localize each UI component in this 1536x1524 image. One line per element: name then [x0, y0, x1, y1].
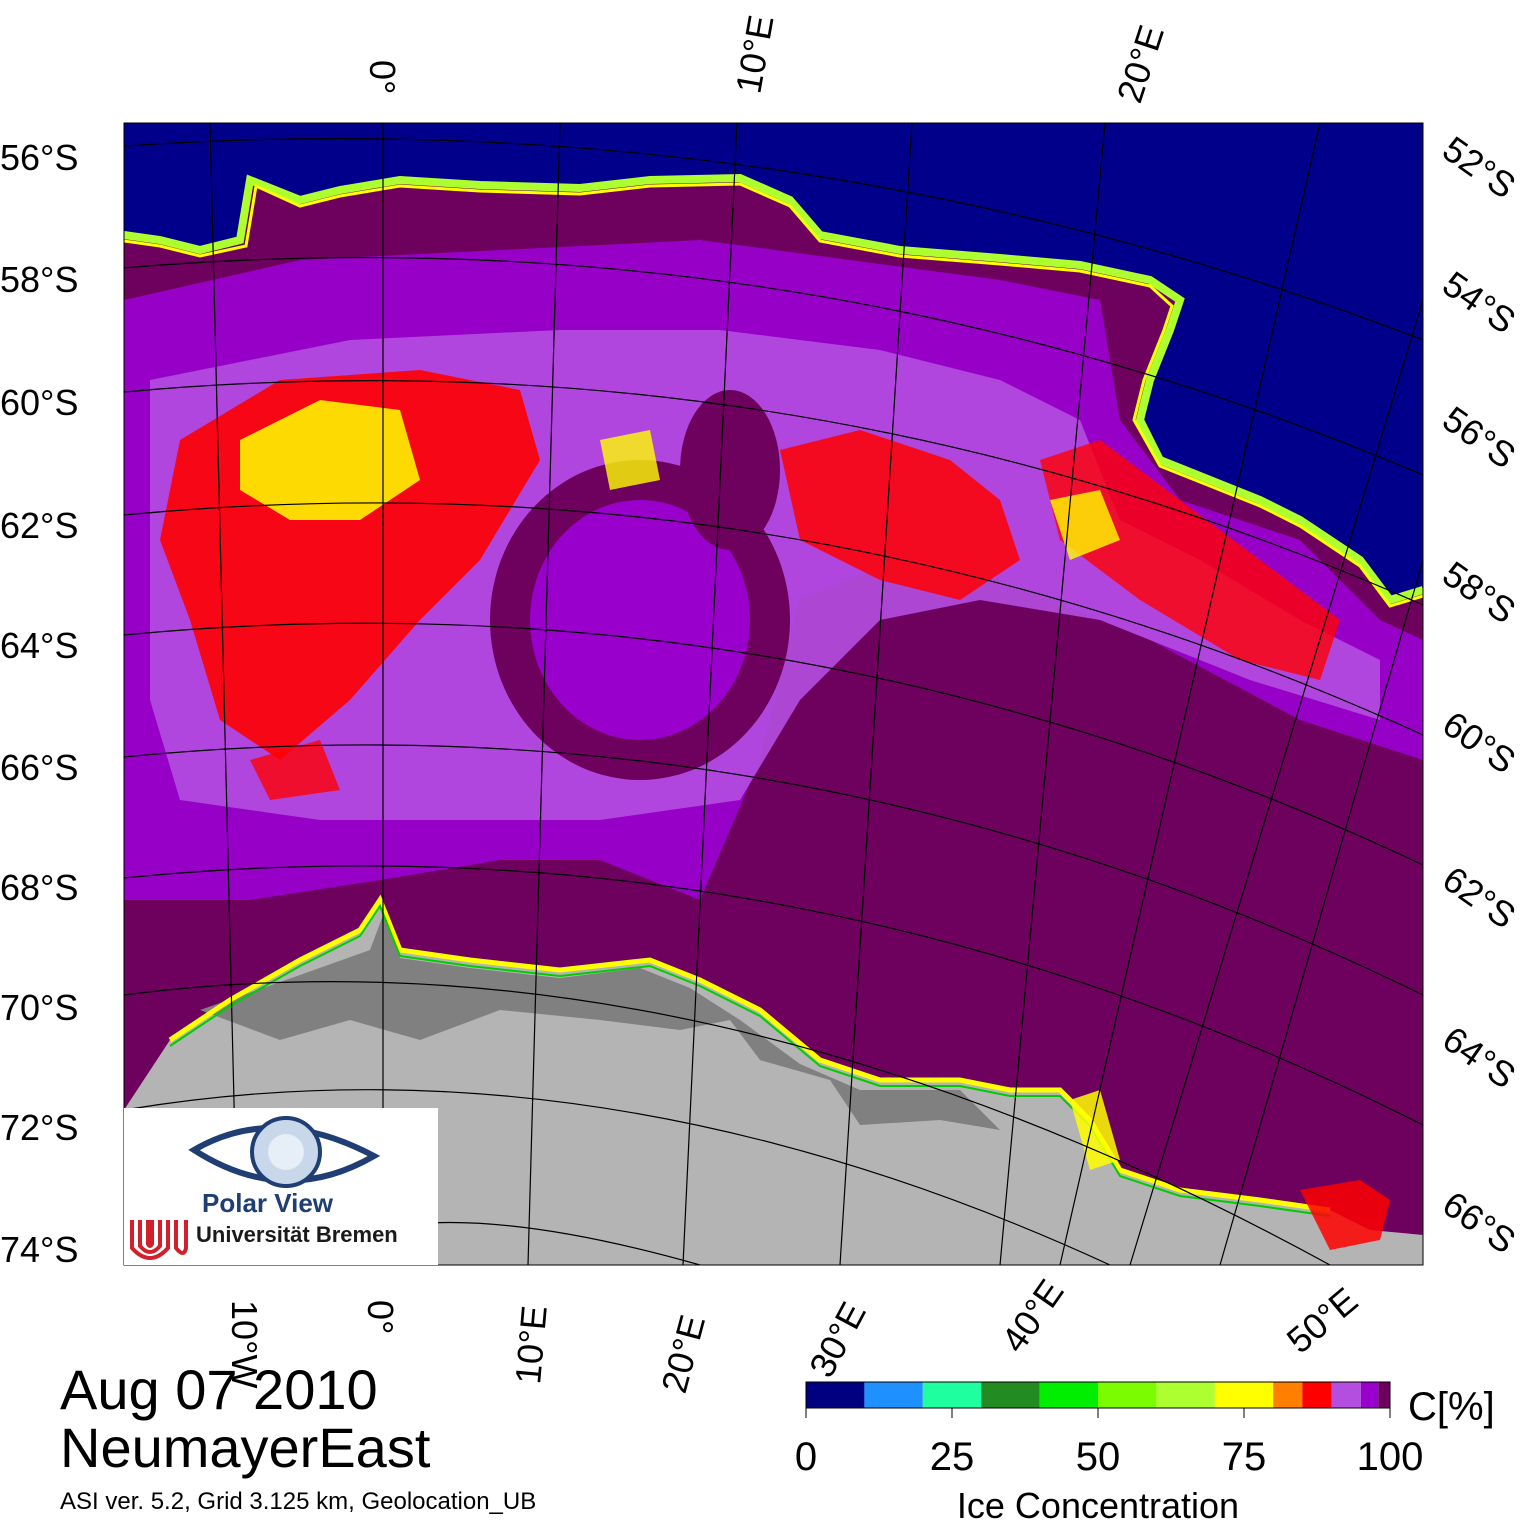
legend-color-bin	[1331, 1382, 1361, 1408]
eye-icon	[130, 1116, 381, 1260]
lon-label-top: 20°E	[1109, 20, 1172, 107]
logo-title: Polar View	[202, 1188, 334, 1218]
lat-label-right: 54°S	[1435, 263, 1523, 342]
lat-label-right: 62°S	[1435, 858, 1523, 937]
lon-labels-bottom: 10°W 0° 10°E 20°E 30°E 40°E 50°E	[224, 1272, 1365, 1397]
legend-color-bin	[981, 1382, 1040, 1408]
lon-label-bottom: 10°E	[507, 1304, 555, 1386]
legend-color-bin	[1214, 1382, 1274, 1408]
legend-color-bin	[1098, 1382, 1157, 1408]
lat-label-right: 56°S	[1435, 398, 1523, 477]
legend-color-bin	[922, 1382, 982, 1408]
lat-label-left: 74°S	[0, 1229, 78, 1270]
legend-color-bin	[1302, 1382, 1332, 1408]
legend-tick-label: 50	[1076, 1435, 1121, 1479]
universitaet-bremen-emblem-icon	[130, 1220, 188, 1260]
lat-labels-left: 56°S 58°S 60°S 62°S 64°S 66°S 68°S 70°S …	[0, 137, 78, 1270]
lat-label-right: 58°S	[1435, 553, 1523, 632]
lat-label-left: 56°S	[0, 137, 78, 178]
lon-label-bottom: 0°	[360, 1300, 401, 1334]
polar-view-logo: Polar View Universität Bremen	[124, 1108, 438, 1265]
red-zone-east	[1040, 440, 1340, 680]
lat-label-left: 72°S	[0, 1107, 78, 1148]
lat-labels-right: 52°S 54°S 56°S 58°S 60°S 62°S 64°S 66°S	[1435, 128, 1523, 1262]
lat-label-right: 52°S	[1435, 128, 1523, 207]
lon-label-bottom: 30°E	[801, 1295, 874, 1384]
ice-shelf	[200, 910, 1000, 1130]
date-label: Aug 07 2010	[60, 1358, 378, 1421]
lat-label-left: 68°S	[0, 867, 78, 908]
map-frame	[123, 122, 1424, 1266]
red-zone-central	[780, 430, 1020, 600]
lon-label-bottom: 10°W	[224, 1300, 265, 1388]
legend-unit-label: C[%]	[1408, 1385, 1495, 1429]
legend-ticks: 0 25 50 75 100	[795, 1408, 1424, 1479]
lat-label-right: 66°S	[1435, 1183, 1523, 1262]
map-area	[124, 123, 1423, 1265]
product-info: ASI ver. 5.2, Grid 3.125 km, Geolocation…	[60, 1488, 537, 1515]
logo-subtitle: Universität Bremen	[196, 1222, 398, 1247]
lon-label-top: 10°E	[728, 12, 782, 96]
longitude-lines	[209, 123, 1423, 1265]
lat-label-left: 64°S	[0, 625, 78, 666]
ice-edge-zone	[124, 173, 1423, 605]
lon-label-bottom: 20°E	[653, 1311, 713, 1397]
lon-label-bottom: 50°E	[1279, 1279, 1365, 1361]
lat-label-left: 58°S	[0, 259, 78, 300]
legend-color-bin	[1039, 1382, 1098, 1408]
legend-color-bin	[1273, 1382, 1303, 1408]
legend-tick-label: 100	[1357, 1435, 1424, 1479]
latitude-lines	[124, 138, 1423, 1265]
lon-label-top: 0°	[362, 60, 403, 94]
lat-label-left: 70°S	[0, 987, 78, 1028]
legend-tick-label: 0	[795, 1435, 817, 1479]
legend-tick-label: 25	[930, 1435, 975, 1479]
lon-label-bottom: 40°E	[993, 1272, 1072, 1360]
lat-label-right: 60°S	[1435, 703, 1523, 782]
region-label: NeumayerEast	[60, 1416, 431, 1479]
lat-label-right: 64°S	[1435, 1018, 1523, 1097]
lon-labels-top: 0° 10°E 20°E	[362, 12, 1172, 107]
legend-color-bin	[1156, 1382, 1215, 1408]
legend-color-bin	[1360, 1382, 1379, 1408]
legend-tick-label: 75	[1222, 1435, 1267, 1479]
legend-title: Ice Concentration	[957, 1485, 1239, 1524]
lat-label-left: 60°S	[0, 382, 78, 423]
open-ocean	[124, 123, 1423, 600]
yellow-zone-west	[240, 400, 420, 520]
legend-colorbar	[805, 1381, 1391, 1409]
legend-color-bin	[806, 1382, 865, 1408]
legend-color-bin	[1378, 1382, 1390, 1408]
lat-label-left: 62°S	[0, 505, 78, 546]
legend-color-bin	[864, 1382, 923, 1408]
lat-label-left: 66°S	[0, 747, 78, 788]
